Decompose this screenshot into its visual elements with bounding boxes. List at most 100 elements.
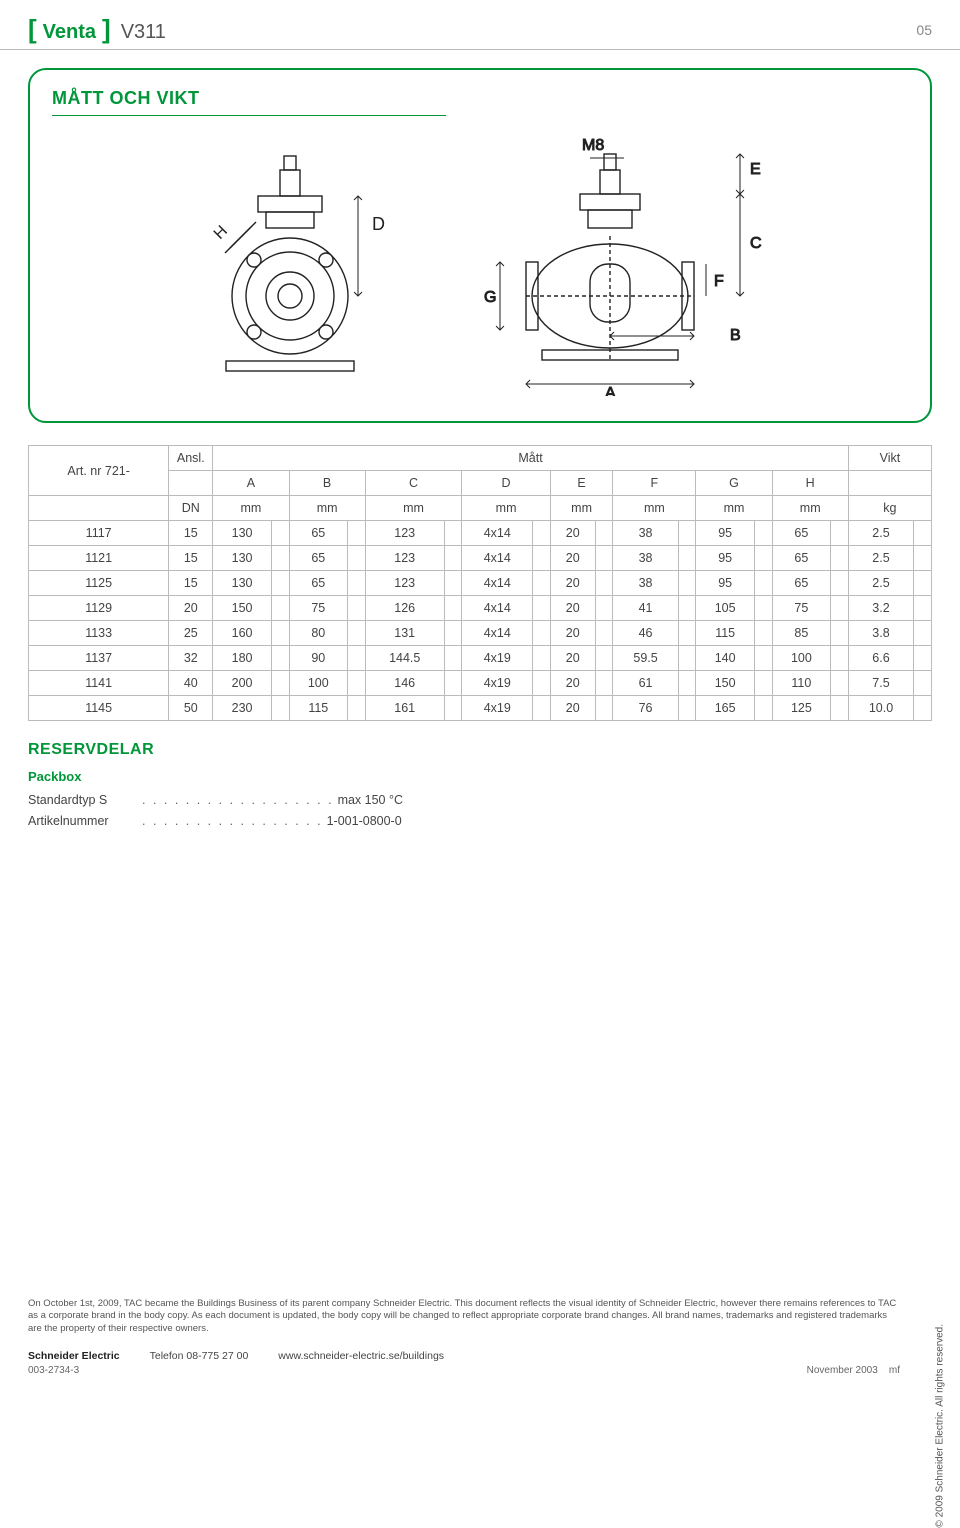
table-cell	[348, 521, 366, 546]
table-cell	[595, 521, 613, 546]
spec-dots: . . . . . . . . . . . . . . . . .	[142, 811, 323, 832]
th-e: E	[550, 471, 613, 496]
brand-group: [ Venta ] V311	[28, 14, 166, 45]
table-cell	[754, 621, 772, 646]
table-cell	[595, 596, 613, 621]
label-m8: M8	[582, 137, 604, 154]
table-cell	[533, 596, 551, 621]
page-header: [ Venta ] V311 05	[0, 0, 960, 50]
table-cell: 115	[696, 621, 755, 646]
table-cell: 150	[213, 596, 272, 621]
reservdelar-title: RESERVDELAR	[28, 741, 932, 759]
label-b: B	[730, 327, 741, 344]
table-cell	[533, 621, 551, 646]
table-cell: 20	[550, 546, 595, 571]
table-cell	[914, 621, 932, 646]
table-cell: 105	[696, 596, 755, 621]
table-cell	[348, 546, 366, 571]
table-cell	[914, 571, 932, 596]
table-cell: 6.6	[848, 646, 913, 671]
table-cell	[831, 546, 849, 571]
th-d: D	[462, 471, 550, 496]
table-cell	[678, 696, 696, 721]
table-cell: 20	[550, 671, 595, 696]
table-cell	[348, 596, 366, 621]
table-cell: 1141	[29, 671, 169, 696]
table-cell: 1137	[29, 646, 169, 671]
table-cell: 75	[289, 596, 348, 621]
table-cell: 25	[169, 621, 213, 646]
table-cell: 4x19	[462, 646, 533, 671]
th-blank	[169, 471, 213, 496]
th-kg: kg	[848, 496, 931, 521]
table-cell: 140	[696, 646, 755, 671]
th-mm-g: mm	[696, 496, 772, 521]
th-h: H	[772, 471, 848, 496]
table-cell: 65	[772, 521, 831, 546]
page-content: MÅTT OCH VIKT	[0, 50, 960, 833]
table-cell: 65	[772, 571, 831, 596]
page-footer: Schneider Electric Telefon 08-775 27 00 …	[28, 1350, 900, 1376]
table-cell	[271, 671, 289, 696]
table-row: 11373218090144.54x192059.51401006.6	[29, 646, 932, 671]
table-row: 112515130651234x14203895652.5	[29, 571, 932, 596]
dimensions-table: Art. nr 721- Ansl. Mått Vikt A B C D E F…	[28, 445, 932, 721]
table-cell: 46	[613, 621, 678, 646]
th-mm-c: mm	[365, 496, 462, 521]
spec-value: max 150 °C	[338, 790, 403, 811]
model-number: V311	[121, 21, 166, 44]
th-vikt: Vikt	[848, 446, 931, 471]
table-cell	[444, 671, 462, 696]
table-cell: 1145	[29, 696, 169, 721]
table-cell: 100	[772, 646, 831, 671]
table-cell: 144.5	[365, 646, 444, 671]
footer-date: November 2003	[807, 1365, 878, 1376]
table-cell: 1121	[29, 546, 169, 571]
table-cell: 130	[213, 571, 272, 596]
table-cell	[754, 571, 772, 596]
table-cell	[595, 546, 613, 571]
table-cell	[444, 521, 462, 546]
table-cell	[754, 696, 772, 721]
table-row: 112115130651234x14203895652.5	[29, 546, 932, 571]
table-cell: 2.5	[848, 521, 913, 546]
table-cell: 95	[696, 546, 755, 571]
table-cell: 61	[613, 671, 678, 696]
table-cell	[595, 671, 613, 696]
table-cell: 3.2	[848, 596, 913, 621]
table-cell: 65	[289, 546, 348, 571]
table-cell	[271, 646, 289, 671]
spec-label: Standardtyp S	[28, 790, 138, 811]
table-cell	[914, 596, 932, 621]
table-cell	[831, 621, 849, 646]
th-vikt-blank	[848, 471, 931, 496]
table-cell	[831, 696, 849, 721]
table-body: 111715130651234x14203895652.511211513065…	[29, 521, 932, 721]
th-art-nr: Art. nr 721-	[29, 446, 169, 496]
table-cell: 90	[289, 646, 348, 671]
table-cell: 65	[289, 521, 348, 546]
table-cell	[271, 521, 289, 546]
table-cell: 1125	[29, 571, 169, 596]
table-cell: 110	[772, 671, 831, 696]
table-cell: 150	[696, 671, 755, 696]
table-cell: 180	[213, 646, 272, 671]
table-cell: 20	[169, 596, 213, 621]
table-cell	[348, 671, 366, 696]
table-cell: 75	[772, 596, 831, 621]
table-cell	[754, 646, 772, 671]
table-cell: 123	[365, 571, 444, 596]
table-cell	[271, 621, 289, 646]
th-matt: Mått	[213, 446, 849, 471]
table-cell	[831, 646, 849, 671]
table-cell: 20	[550, 596, 595, 621]
table-cell	[914, 546, 932, 571]
table-cell: 38	[613, 546, 678, 571]
footer-doc: 003-2734-3	[28, 1365, 79, 1376]
legal-text: On October 1st, 2009, TAC became the Bui…	[28, 1298, 900, 1336]
table-cell	[754, 596, 772, 621]
table-cell: 115	[289, 696, 348, 721]
bracket-open-icon: [	[28, 14, 37, 45]
table-cell: 20	[550, 521, 595, 546]
table-row: 1145502301151614x19207616512510.0	[29, 696, 932, 721]
